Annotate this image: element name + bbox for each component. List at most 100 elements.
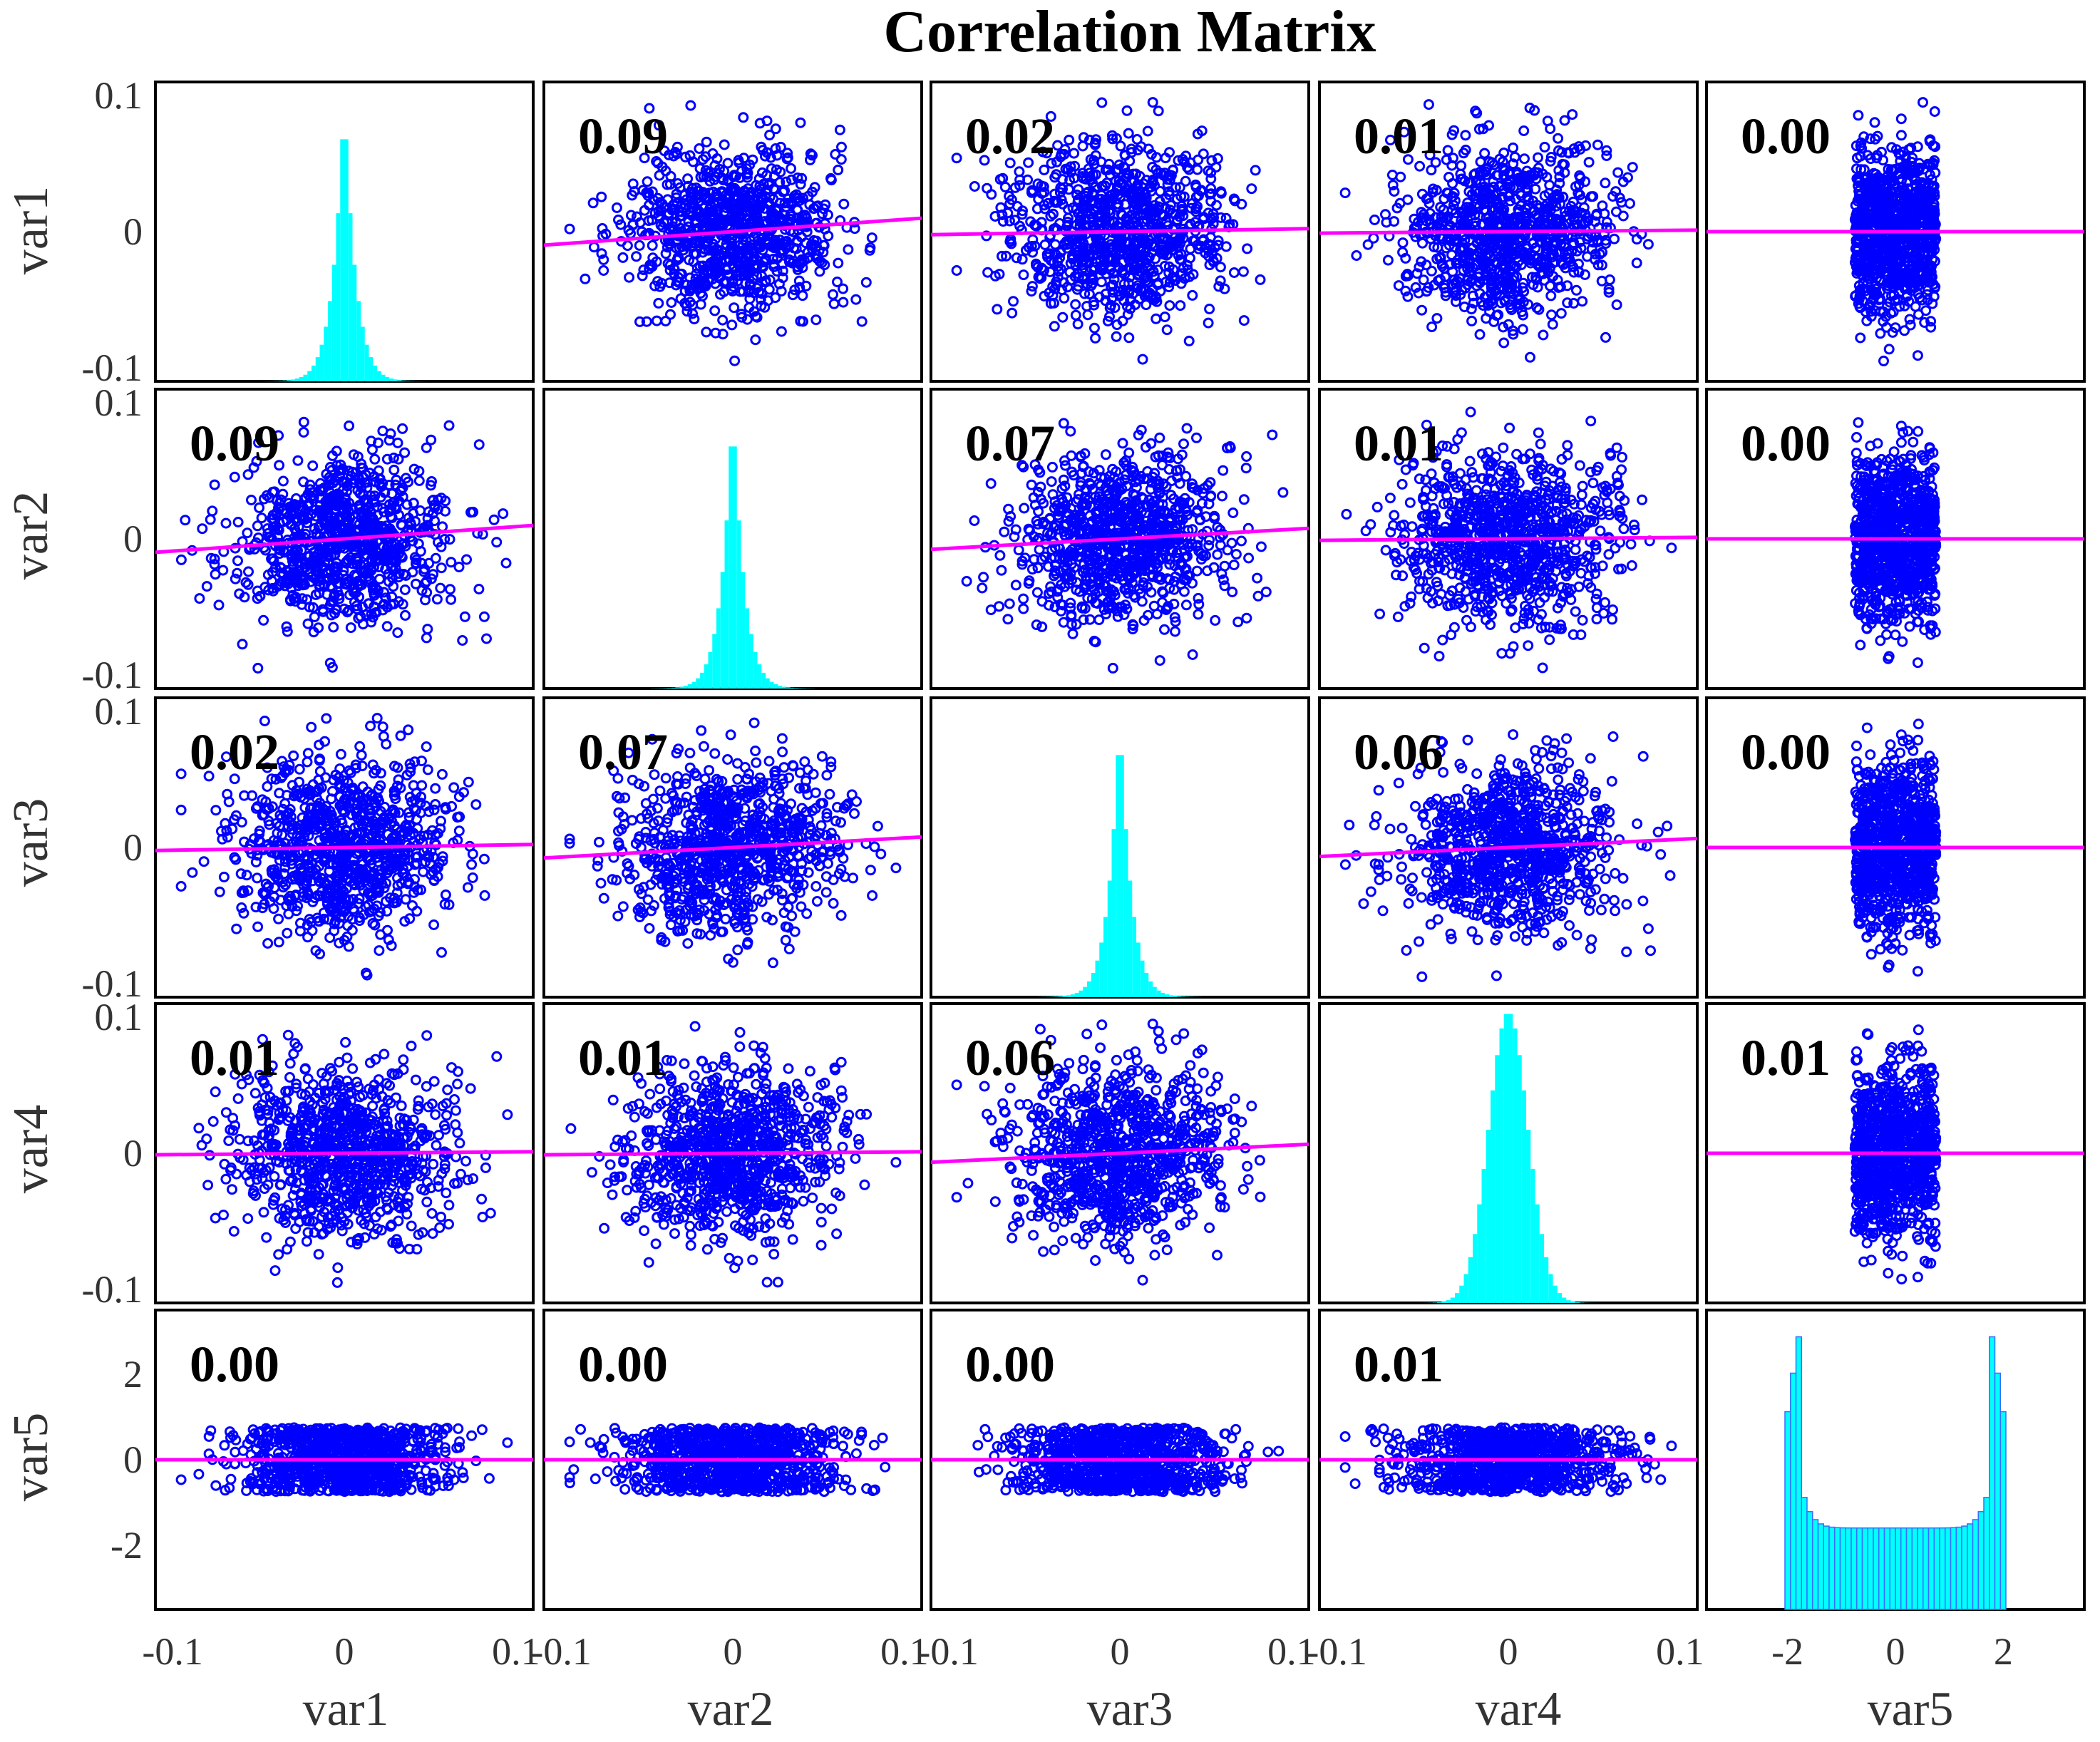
scatter-point <box>735 202 746 213</box>
scatter-point <box>654 197 666 208</box>
scatter-point <box>1553 165 1565 176</box>
scatter-point <box>1882 174 1893 185</box>
scatter-point <box>719 139 730 150</box>
scatter-points <box>1707 97 2084 366</box>
scatter-point <box>1393 280 1404 292</box>
scatter-point <box>1089 229 1101 240</box>
histogram-bar <box>720 572 725 689</box>
scatter-point <box>1397 247 1409 258</box>
scatter-point <box>1612 167 1624 178</box>
scatter-point <box>1237 266 1249 277</box>
scatter-point <box>1101 193 1113 205</box>
scatter-point <box>1514 292 1525 304</box>
scatter-point <box>356 462 367 473</box>
scatter-point <box>701 136 712 148</box>
scatter-point <box>709 212 721 223</box>
scatter-point <box>1912 350 1923 361</box>
scatter-point <box>1459 302 1470 313</box>
scatter-point <box>1539 262 1550 273</box>
histogram-bar <box>331 264 336 381</box>
histogram-bar <box>356 301 361 381</box>
scatter-point <box>1084 289 1095 300</box>
scatter-point <box>1883 344 1895 355</box>
histogram-bar <box>336 213 341 381</box>
scatter-point <box>850 294 862 305</box>
histogram-bar <box>352 264 357 381</box>
scatter-point <box>400 609 411 621</box>
scatter-point <box>372 509 384 520</box>
scatter-point <box>1925 169 1935 180</box>
scatter-point <box>1431 313 1443 324</box>
scatter-point <box>1230 195 1241 207</box>
scatter-point <box>1899 300 1910 311</box>
scatter-point <box>273 430 284 441</box>
scatter-point <box>1070 299 1081 310</box>
scatter-point <box>393 496 405 507</box>
scatter-point <box>1607 191 1618 202</box>
scatter-point <box>1603 287 1615 298</box>
scatter-point <box>338 565 349 577</box>
scatter-point <box>1110 175 1121 187</box>
scatter-point <box>1925 134 1936 145</box>
scatter-point <box>1161 324 1173 336</box>
scatter-point <box>642 176 653 187</box>
scatter-point <box>753 195 763 205</box>
scatter-point <box>798 192 809 204</box>
chart-title: Correlation Matrix <box>883 0 1376 65</box>
scatter-point <box>1071 284 1083 295</box>
scatter-point <box>1907 153 1918 164</box>
column-label-var3: var3 <box>1087 1681 1173 1736</box>
scatter-point <box>242 579 254 590</box>
scatter-point <box>649 280 661 292</box>
scatter-point <box>781 235 793 247</box>
scatter-point <box>1568 237 1580 249</box>
scatter-point <box>1904 192 1915 204</box>
scatter-point <box>1559 206 1570 217</box>
scatter-point <box>1919 262 1930 273</box>
scatter-point <box>1395 171 1406 182</box>
scatter-point <box>1113 159 1125 170</box>
scatter-point <box>329 550 340 561</box>
scatter-point <box>1530 183 1541 195</box>
scatter-point <box>1895 130 1907 141</box>
scatter-points <box>931 97 1309 365</box>
scatter-point <box>1592 139 1603 150</box>
scatter-point <box>1170 616 1181 627</box>
scatter-point <box>1198 234 1210 245</box>
scatter-point <box>498 508 509 520</box>
scatter-point <box>1550 213 1562 225</box>
scatter-point <box>1205 167 1217 178</box>
scatter-point <box>669 147 681 158</box>
scatter-point <box>246 495 257 505</box>
scatter-point <box>684 272 696 284</box>
scatter-point <box>304 479 316 490</box>
scatter-point <box>1146 181 1157 192</box>
scatter-point <box>718 175 729 186</box>
scatter-point <box>356 512 366 523</box>
scatter-point <box>1927 240 1939 252</box>
scatter-point <box>1104 302 1116 314</box>
scatter-point <box>981 230 992 242</box>
scatter-point <box>699 276 710 287</box>
scatter-point <box>1119 149 1131 160</box>
scatter-point <box>1541 257 1553 268</box>
scatter-point <box>1496 297 1507 309</box>
scatter-point <box>1121 168 1133 179</box>
scatter-point <box>979 155 990 166</box>
scatter-point <box>1002 614 1014 625</box>
scatter-point <box>1515 213 1526 225</box>
scatter-point <box>1133 294 1145 304</box>
scatter-point <box>1190 182 1202 193</box>
scatter-point <box>1541 243 1553 254</box>
scatter-point <box>1505 302 1516 314</box>
scatter-point <box>750 334 761 346</box>
histogram-bar <box>381 374 386 381</box>
scatter-point <box>662 179 673 190</box>
scatter-point <box>343 506 354 517</box>
scatter-point <box>1592 259 1604 271</box>
scatter-point <box>694 211 705 222</box>
scatter-point <box>352 525 364 536</box>
scatter-point <box>762 217 773 228</box>
column-label-var1: var1 <box>303 1681 389 1736</box>
scatter-point <box>369 490 381 502</box>
